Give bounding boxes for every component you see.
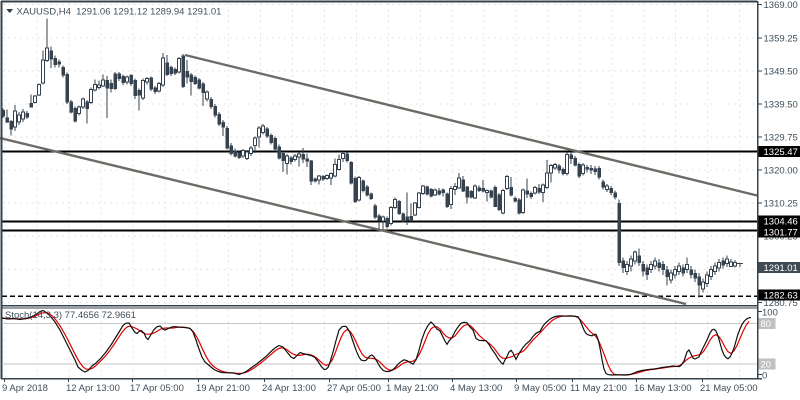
svg-text:4 May 13:00: 4 May 13:00 — [450, 383, 502, 394]
svg-text:11 May 21:00: 11 May 21:00 — [570, 383, 627, 394]
svg-text:1349.50: 1349.50 — [764, 66, 798, 77]
svg-text:1 May 21:00: 1 May 21:00 — [386, 383, 438, 394]
svg-text:12 Apr 13:00: 12 Apr 13:00 — [66, 383, 120, 394]
svg-text:1359.25: 1359.25 — [764, 33, 798, 44]
svg-text:16 May 13:00: 16 May 13:00 — [634, 383, 692, 394]
svg-text:0: 0 — [762, 370, 767, 381]
svg-text:1280.75: 1280.75 — [764, 298, 798, 309]
svg-text:9 Apr 2018: 9 Apr 2018 — [2, 383, 48, 394]
svg-text:1339.50: 1339.50 — [764, 99, 798, 110]
svg-text:100: 100 — [762, 308, 778, 319]
svg-text:21 May 05:00: 21 May 05:00 — [700, 383, 758, 394]
svg-text:27 Apr 05:00: 27 Apr 05:00 — [327, 383, 381, 394]
svg-text:1282.63: 1282.63 — [764, 290, 798, 301]
svg-text:XAUUSD,H4 1291.06 1291.12 128: XAUUSD,H4 1291.06 1291.12 1289.94 1291.0… — [17, 7, 222, 18]
svg-text:1320.00: 1320.00 — [764, 166, 798, 177]
svg-text:1329.75: 1329.75 — [764, 133, 798, 144]
svg-text:19 Apr 21:00: 19 Apr 21:00 — [196, 383, 250, 394]
svg-text:1325.47: 1325.47 — [764, 147, 798, 158]
svg-text:1301.77: 1301.77 — [764, 228, 798, 239]
svg-text:1310.25: 1310.25 — [764, 199, 798, 210]
svg-text:80: 80 — [761, 319, 772, 330]
svg-text:20: 20 — [761, 360, 772, 371]
svg-text:1304.46: 1304.46 — [764, 217, 798, 228]
svg-text:9 May 05:00: 9 May 05:00 — [514, 383, 566, 394]
svg-text:Stoch(14,3,3) 77.4656 72.9661: Stoch(14,3,3) 77.4656 72.9661 — [5, 310, 136, 321]
svg-text:17 Apr 05:00: 17 Apr 05:00 — [130, 383, 184, 394]
svg-text:24 Apr 13:00: 24 Apr 13:00 — [262, 383, 316, 394]
svg-text:1291.01: 1291.01 — [764, 263, 798, 274]
svg-text:1369.00: 1369.00 — [764, 0, 798, 11]
